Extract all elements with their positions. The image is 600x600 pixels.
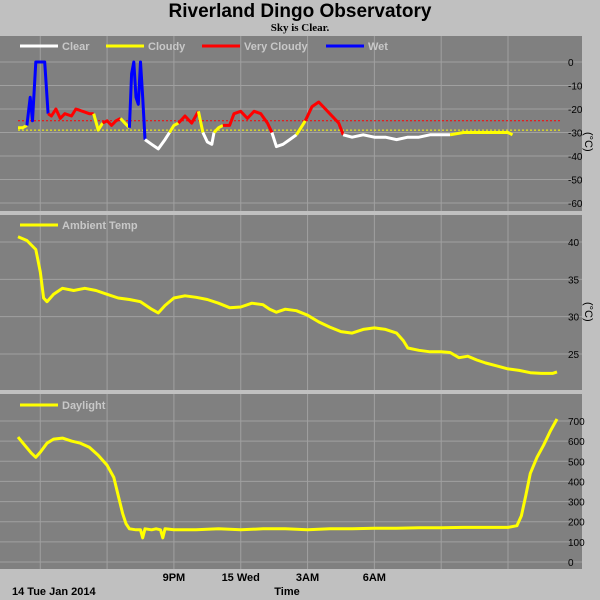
series-very-cloudy (101, 117, 122, 127)
y-tick-label: -60 (568, 199, 583, 210)
series-cloudy (449, 131, 514, 137)
sky-y-ticks: 0 -10 -20 -30 -40 -50 -60 (568, 58, 583, 210)
series-cloudy (295, 120, 307, 136)
temp-y-unit: (°C) (582, 302, 594, 322)
y-tick-label: 600 (568, 437, 585, 448)
y-tick-label: 100 (568, 538, 585, 549)
series-clear (201, 131, 216, 146)
series-very-cloudy (222, 109, 274, 134)
y-tick-label: 400 (568, 477, 585, 488)
series-clear (342, 133, 451, 142)
series-cloudy (212, 124, 224, 134)
series-cloudy (18, 124, 28, 130)
y-tick-label: 40 (568, 238, 580, 249)
series-very-cloudy (177, 110, 200, 125)
x-axis-start-label: 14 Tue Jan 2014 (12, 586, 96, 598)
x-tick-label: 15 Wed (222, 572, 260, 584)
sky-panel: 0 -10 -20 -30 -40 -50 -60 (°C) Clear Cloudy Ve… (0, 36, 594, 211)
temp-legend: Ambient Temp (20, 220, 138, 232)
x-tick-label: 9PM (163, 572, 186, 584)
sky-legend: Clear Cloudy Very Cloudy Wet (20, 41, 388, 53)
x-tick-label: 6AM (363, 572, 386, 584)
series-cloudy (196, 110, 205, 133)
series-daylight (16, 418, 559, 540)
legend-temp-label: Ambient Temp (62, 220, 138, 232)
series-cloudy (92, 113, 104, 132)
temp-grid (0, 215, 582, 390)
temp-series (17, 235, 558, 375)
y-tick-label: 0 (568, 558, 574, 569)
series-cloudy (168, 121, 180, 134)
sky-series (18, 60, 514, 151)
y-tick-label: 25 (568, 350, 580, 361)
temp-plot-bg (0, 215, 582, 390)
legend-cloudy-label: Cloudy (148, 41, 186, 53)
daylight-series (16, 418, 559, 540)
y-tick-label: 300 (568, 498, 585, 509)
y-tick-label: 30 (568, 313, 580, 324)
legend-very-cloudy-label: Very Cloudy (244, 41, 308, 53)
y-tick-label: 35 (568, 275, 580, 286)
daylight-panel: 700 600 500 400 300 200 100 0 Daylight (0, 394, 585, 569)
x-axis-ticks: 9PM 15 Wed 3AM 6AM (163, 572, 386, 584)
daylight-legend: Daylight (20, 400, 106, 412)
temp-panel: 40 35 30 25 (°C) Ambient Temp (0, 215, 594, 390)
temp-y-ticks: 40 35 30 25 (568, 238, 580, 361)
y-tick-label: -20 (568, 105, 583, 116)
legend-wet-label: Wet (368, 41, 388, 53)
y-tick-label: 200 (568, 518, 585, 529)
series-ambient-temp (17, 235, 558, 375)
x-tick-label: 3AM (296, 572, 319, 584)
series-clear (270, 132, 298, 149)
page-title: Riverland Dingo Observatory (168, 1, 432, 22)
series-wet (25, 60, 50, 126)
series-wet (127, 60, 147, 140)
legend-clear-label: Clear (62, 41, 90, 53)
series-cloudy (119, 117, 131, 129)
y-tick-label: -30 (568, 129, 583, 140)
daylight-y-ticks: 700 600 500 400 300 200 100 0 (568, 417, 585, 569)
sky-y-unit: (°C) (582, 132, 594, 152)
legend-daylight-label: Daylight (62, 400, 106, 412)
y-tick-label: -50 (568, 176, 583, 187)
series-clear (144, 131, 171, 151)
y-tick-label: 0 (568, 58, 574, 69)
daylight-grid (0, 394, 582, 569)
series-very-cloudy (47, 107, 94, 120)
y-tick-label: -10 (568, 82, 583, 93)
x-axis-title: Time (274, 586, 299, 598)
sky-status: Sky is Clear. (270, 22, 330, 34)
y-tick-label: 500 (568, 457, 585, 468)
y-tick-label: -40 (568, 152, 583, 163)
series-very-cloudy (303, 100, 345, 136)
y-tick-label: 700 (568, 417, 585, 428)
